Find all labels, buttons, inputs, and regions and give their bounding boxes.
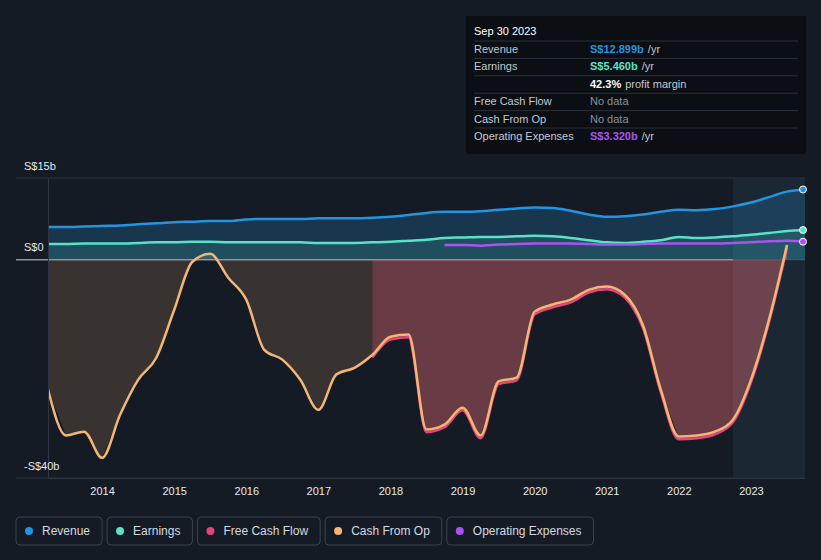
x-tick: 2019 — [451, 478, 475, 497]
legend-item[interactable]: Revenue — [16, 517, 102, 545]
legend-swatch — [206, 527, 214, 535]
legend-box[interactable] — [325, 517, 442, 545]
legend-swatch — [25, 527, 33, 535]
x-tick: 2015 — [162, 478, 186, 497]
tooltip-date: Sep 30 2023 — [474, 25, 536, 37]
x-tick-label: 2017 — [307, 485, 331, 497]
x-tick: 2022 — [667, 478, 691, 497]
plot-area — [48, 178, 805, 478]
x-tick: 2016 — [235, 478, 259, 497]
x-tick-label: 2021 — [595, 485, 619, 497]
x-tick-label: 2022 — [667, 485, 691, 497]
legend-item[interactable]: Cash From Op — [325, 517, 442, 545]
end-point — [800, 238, 807, 245]
series-line — [48, 245, 787, 458]
x-tick-label: 2023 — [739, 485, 763, 497]
series-line — [372, 248, 787, 439]
tooltip-separator — [474, 93, 798, 94]
x-axis-line — [49, 478, 806, 479]
legend-box[interactable] — [107, 517, 192, 545]
grid-line — [16, 178, 805, 179]
tooltip-separator — [474, 110, 798, 111]
end-point — [800, 186, 807, 193]
series-area — [48, 245, 787, 458]
tooltip-unit: /yr — [642, 60, 655, 72]
tooltip-separator — [474, 128, 798, 129]
tooltip: Sep 30 2023 Revenue S$12.899b/yr Earnings S$… — [466, 16, 806, 154]
legend-label: Free Cash Flow — [223, 524, 308, 538]
tooltip-unit: profit margin — [625, 78, 686, 90]
legend-label: Revenue — [42, 524, 90, 538]
x-tick-label: 2018 — [379, 485, 403, 497]
x-tick-label: 2019 — [451, 485, 475, 497]
background — [0, 0, 821, 560]
series-area — [48, 189, 805, 259]
y-tick: -S$40b — [24, 460, 59, 479]
tooltip-value: S$3.320b — [590, 130, 638, 142]
legend-item[interactable]: Free Cash Flow — [197, 517, 320, 545]
legend-label: Cash From Op — [351, 524, 430, 538]
grid — [16, 178, 805, 478]
x-tick-label: 2016 — [235, 485, 259, 497]
tooltip-value: 42.3% — [590, 78, 621, 90]
tooltip-separator — [474, 58, 798, 59]
x-tick: 2018 — [379, 478, 403, 497]
tooltip-label: Free Cash Flow — [474, 95, 552, 107]
legend-swatch — [456, 527, 464, 535]
y-tick-label: S$15b — [24, 160, 56, 172]
legend-box[interactable] — [16, 517, 102, 545]
tooltip-separator — [474, 41, 798, 42]
x-tick: 2023 — [739, 478, 763, 497]
y-axis-line — [48, 179, 49, 479]
tooltip-value: No data — [590, 95, 629, 107]
tooltip-value: S$12.899b — [590, 43, 644, 55]
tooltip-value: S$5.460b — [590, 60, 638, 72]
tooltip-label: Revenue — [474, 43, 518, 55]
series-area — [48, 230, 805, 260]
series-line — [445, 241, 805, 246]
tooltip-label: Earnings — [474, 60, 518, 72]
x-axis: 2014 2015 2016 2017 2018 2019 2020 2021 2022 2023 — [49, 478, 806, 497]
legend-box[interactable] — [197, 517, 320, 545]
y-tick: S$15b — [24, 160, 56, 179]
tooltip-label: Operating Expenses — [474, 130, 574, 142]
x-tick-label: 2014 — [90, 485, 114, 497]
legend-item[interactable]: Operating Expenses — [447, 517, 594, 545]
y-axis: -S$40b S$0 S$15b — [24, 160, 59, 479]
x-tick: 2020 — [523, 478, 547, 497]
legend: Revenue Earnings Free Cash Flow Cash From O… — [16, 517, 594, 545]
series-line — [48, 189, 805, 227]
x-tick: 2017 — [307, 478, 331, 497]
legend-box[interactable] — [447, 517, 594, 545]
chart: -S$40bS$0S$15b20142015201620172018201920… — [0, 0, 821, 560]
legend-swatch — [334, 527, 342, 535]
tooltip-unit: /yr — [648, 43, 661, 55]
tooltip-unit: /yr — [642, 130, 655, 142]
y-tick-label: -S$40b — [24, 460, 59, 472]
y-tick-label: S$0 — [24, 241, 44, 253]
end-point — [800, 227, 807, 234]
x-tick: 2021 — [595, 478, 619, 497]
tooltip-value: No data — [590, 113, 629, 125]
tooltip-label: Cash From Op — [474, 113, 546, 125]
tooltip-box — [466, 16, 806, 154]
tooltip-separator — [474, 75, 798, 76]
x-tick: 2014 — [90, 478, 114, 497]
legend-label: Earnings — [133, 524, 180, 538]
grid-line — [16, 478, 805, 479]
legend-label: Operating Expenses — [473, 524, 582, 538]
legend-swatch — [116, 527, 124, 535]
y-tick: S$0 — [24, 241, 48, 260]
x-tick-label: 2020 — [523, 485, 547, 497]
series-line — [48, 230, 805, 244]
x-tick-label: 2015 — [162, 485, 186, 497]
legend-item[interactable]: Earnings — [107, 517, 192, 545]
